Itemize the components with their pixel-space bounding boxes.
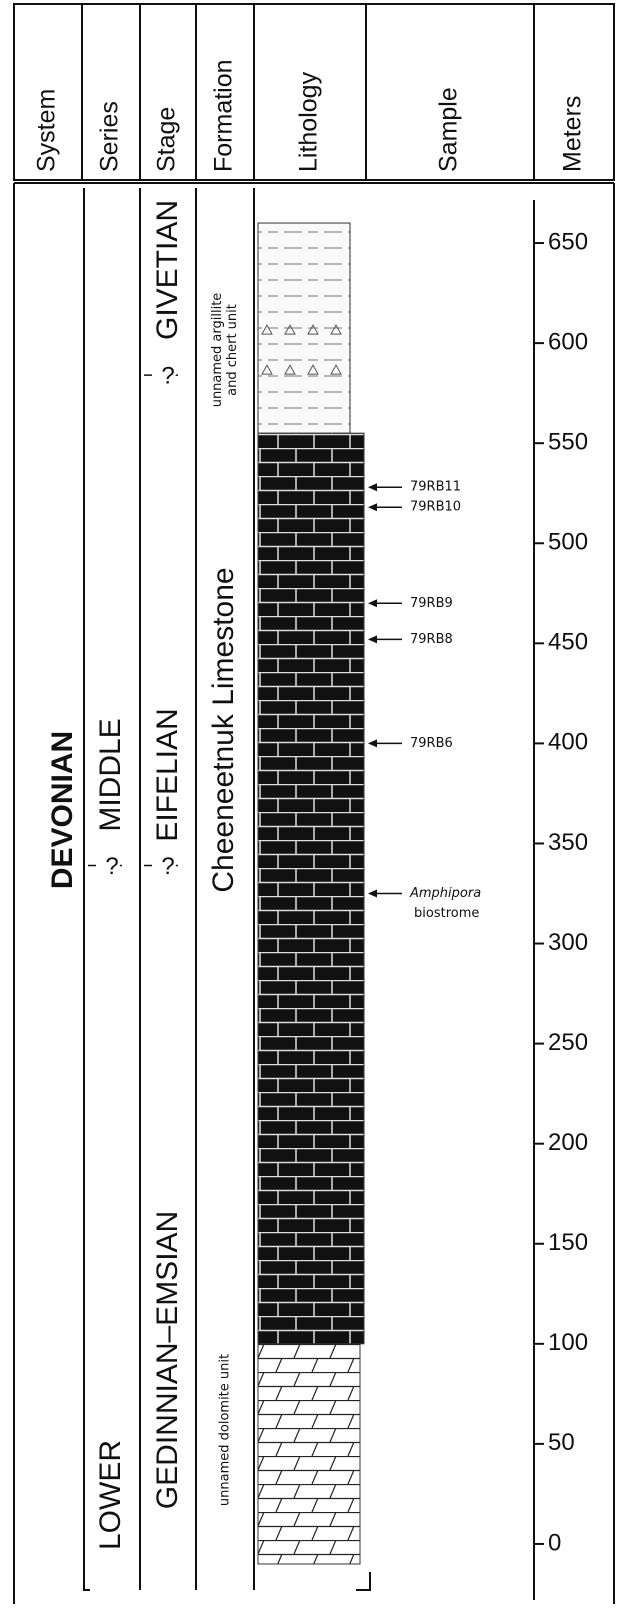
column-header: System bbox=[33, 89, 61, 172]
series-label: MIDDLE bbox=[94, 718, 127, 831]
stratigraphic-column: System Series Stage Formation Lithology Sampl… bbox=[0, 0, 632, 1608]
system-label: DEVONIAN bbox=[46, 731, 79, 889]
column-header: Sample bbox=[435, 87, 463, 172]
arrow-head bbox=[368, 635, 377, 643]
tick-label: 600 bbox=[548, 328, 588, 355]
stage-label: GIVETIAN bbox=[151, 200, 184, 340]
tick-label: 0 bbox=[548, 1529, 561, 1556]
series-label: LOWER bbox=[94, 1440, 127, 1550]
column-header: Lithology bbox=[295, 71, 323, 172]
column-header: Meters bbox=[559, 96, 587, 172]
boundary-query: ? bbox=[161, 853, 174, 880]
tick-label: 150 bbox=[548, 1229, 588, 1256]
formation-name: unnamed dolomite unit bbox=[218, 1354, 233, 1506]
tick-label: 250 bbox=[548, 1029, 588, 1056]
sample-label: 79RB11 bbox=[410, 480, 461, 495]
tick-label: 100 bbox=[548, 1329, 588, 1356]
lithology-unit bbox=[258, 223, 350, 433]
tick-label: 200 bbox=[548, 1129, 588, 1156]
boundary-query: ? bbox=[161, 362, 174, 389]
tick-label: 550 bbox=[548, 429, 588, 456]
boundary-query: ? bbox=[105, 853, 118, 880]
column-header: Series bbox=[96, 101, 124, 172]
stage-label: GEDINNIAN–EMSIAN bbox=[151, 1211, 184, 1509]
tick-label: 350 bbox=[548, 829, 588, 856]
arrow-head bbox=[368, 599, 377, 607]
sample-label: 79RB6 bbox=[410, 736, 453, 751]
sample-label: Amphipora bbox=[409, 886, 481, 901]
arrow-head bbox=[368, 890, 377, 898]
arrow-head bbox=[368, 483, 377, 491]
formation-name: Cheeneetnuk Limestone bbox=[207, 567, 240, 892]
tick-label: 50 bbox=[548, 1429, 575, 1456]
sample-label: 79RB10 bbox=[410, 500, 461, 515]
stage-label: EIFELIAN bbox=[151, 708, 184, 841]
tick-label: 500 bbox=[548, 529, 588, 556]
sample-label: 79RB8 bbox=[410, 632, 453, 647]
tick-label: 400 bbox=[548, 729, 588, 756]
formation-name: and chert unit bbox=[225, 304, 240, 396]
column-header: Stage bbox=[153, 107, 181, 172]
sample-label: biostrome bbox=[414, 906, 479, 921]
arrow-head bbox=[368, 739, 377, 747]
formation-name: unnamed argillite bbox=[210, 293, 225, 408]
lithology-unit bbox=[258, 1344, 360, 1564]
sample-label: 79RB9 bbox=[410, 596, 453, 611]
tick-label: 450 bbox=[548, 629, 588, 656]
arrow-head bbox=[368, 503, 377, 511]
lithology-unit bbox=[258, 433, 364, 1344]
tick-label: 650 bbox=[548, 228, 588, 255]
tick-label: 300 bbox=[548, 929, 588, 956]
column-header: Formation bbox=[210, 59, 238, 172]
